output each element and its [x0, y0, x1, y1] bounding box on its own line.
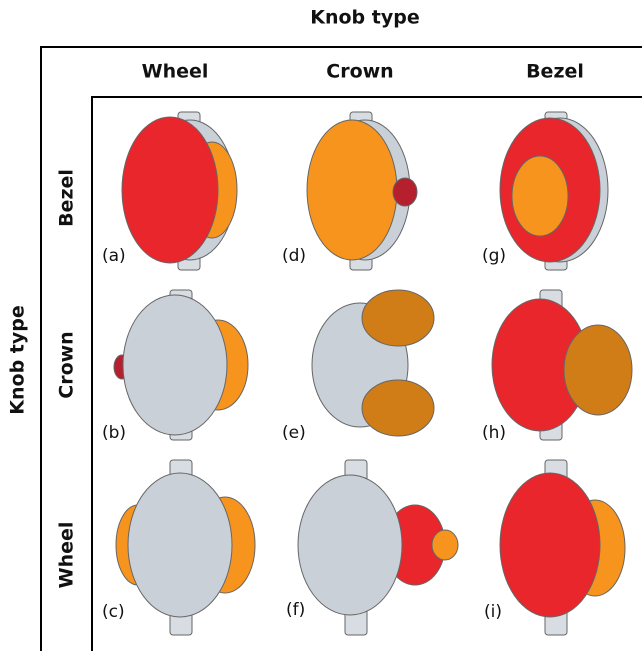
figure: Knob type Knob type Wheel Crown Bezel Be… [0, 0, 642, 651]
cell-label: (b) [102, 423, 126, 443]
column-header: Bezel [526, 61, 584, 83]
cell-label: (a) [102, 246, 126, 266]
cell-label: (d) [282, 246, 306, 266]
cell-label: (g) [482, 246, 506, 266]
render-images [114, 112, 632, 635]
cell-label: (i) [484, 602, 502, 622]
top-title: Knob type [310, 7, 419, 29]
cell-label: (h) [482, 423, 506, 443]
row-header: Bezel [56, 169, 78, 227]
column-header: Crown [326, 61, 393, 83]
cell-label: (f) [286, 600, 305, 620]
left-title: Knob type [7, 305, 29, 414]
row-header: Crown [56, 331, 78, 398]
row-header: Wheel [56, 522, 78, 589]
column-header: Wheel [142, 61, 209, 83]
cell-label: (c) [102, 602, 125, 622]
cell-label: (e) [282, 423, 306, 443]
